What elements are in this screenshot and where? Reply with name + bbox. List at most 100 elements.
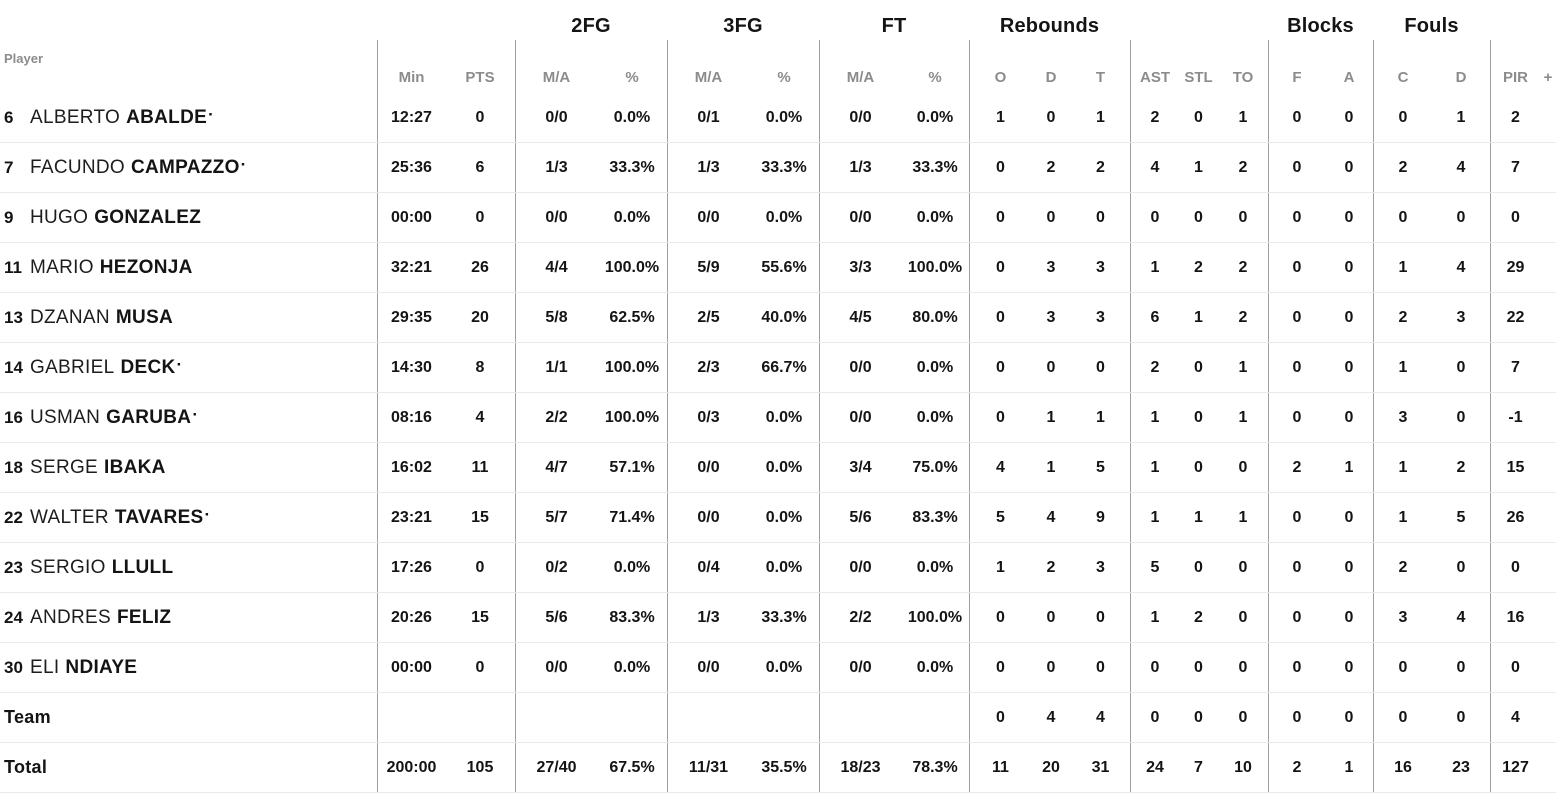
cell-ast: 6 bbox=[1130, 293, 1179, 342]
cell-foul-c: 1 bbox=[1373, 443, 1432, 492]
cell-reb-t: 3 bbox=[1096, 258, 1105, 276]
cell-3fg-ma: 0/0 bbox=[667, 193, 749, 242]
cell-3fg-pct: 35.5% bbox=[761, 758, 807, 776]
cell-ast: 4 bbox=[1130, 143, 1179, 192]
cell-reb-o: 0 bbox=[969, 593, 1031, 642]
starter-dot: · bbox=[176, 354, 183, 374]
group-header-rebounds: Rebounds bbox=[999, 15, 1100, 37]
player-cell[interactable]: 11 MARIO HEZONJA bbox=[0, 243, 377, 292]
cell-3fg-ma: 5/9 bbox=[667, 243, 749, 292]
cell-ft-ma: 0/0 bbox=[819, 393, 901, 442]
player-cell[interactable]: 6 ALBERTO ABALDE· bbox=[0, 93, 377, 142]
cell-3fg-ma: 2/5 bbox=[667, 293, 749, 342]
player-cell[interactable]: Total bbox=[0, 743, 377, 792]
cell-foul-c: 2 bbox=[1373, 543, 1432, 592]
player-cell[interactable]: 22 WALTER TAVARES· bbox=[0, 493, 377, 542]
player-cell[interactable]: 13 DZANAN MUSA bbox=[0, 293, 377, 342]
cell-blk-a: 0 bbox=[1344, 508, 1354, 526]
player-cell[interactable]: 16 USMAN GARUBA· bbox=[0, 393, 377, 442]
player-last-name: ABALDE· bbox=[126, 104, 215, 128]
cell-ft-pct: 0.0% bbox=[916, 408, 954, 426]
group-header-3fg: 3FG bbox=[723, 15, 763, 37]
player-cell[interactable]: 23 SERGIO LLULL bbox=[0, 543, 377, 592]
cell-plus-minus bbox=[1540, 143, 1556, 192]
cell-pts: 15 bbox=[471, 608, 489, 626]
cell-ft-pct: 75.0% bbox=[912, 458, 958, 476]
table-row: 14 GABRIEL DECK· 14:30 8 1/1 100.0% 2/3 … bbox=[0, 343, 1556, 393]
cell-blk-a: 1 bbox=[1344, 758, 1354, 776]
player-cell[interactable]: Team bbox=[0, 693, 377, 742]
cell-2fg-pct: 100.0% bbox=[604, 408, 660, 426]
player-cell[interactable]: 30 ELI NDIAYE bbox=[0, 643, 377, 692]
cell-blk-f: 0 bbox=[1268, 693, 1325, 742]
cell-ft-ma: 18/23 bbox=[819, 743, 901, 792]
cell-foul-d: 4 bbox=[1456, 608, 1466, 626]
cell-to: 1 bbox=[1238, 108, 1248, 126]
cell-to: 0 bbox=[1238, 558, 1248, 576]
player-cell[interactable]: 14 GABRIEL DECK· bbox=[0, 343, 377, 392]
player-cell[interactable]: 18 SERGE IBAKA bbox=[0, 443, 377, 492]
cell-ast: 0 bbox=[1130, 193, 1179, 242]
player-number: 13 bbox=[4, 307, 23, 327]
cell-3fg-pct: 0.0% bbox=[765, 658, 803, 676]
cell-to: 0 bbox=[1238, 458, 1248, 476]
cell-to: 2 bbox=[1238, 258, 1248, 276]
player-number: 9 bbox=[4, 207, 14, 227]
cell-blk-a: 0 bbox=[1344, 608, 1354, 626]
cell-to: 0 bbox=[1238, 608, 1248, 626]
table-row: 23 SERGIO LLULL 17:26 0 0/2 0.0% 0/4 0.0… bbox=[0, 543, 1556, 593]
player-number: 23 bbox=[4, 557, 23, 577]
cell-to: 1 bbox=[1238, 358, 1248, 376]
cell-blk-f: 2 bbox=[1268, 443, 1325, 492]
table-row: Team 0 4 4 0 0 0 0 0 0 0 4 bbox=[0, 693, 1556, 743]
cell-ft-ma bbox=[819, 693, 901, 742]
player-cell[interactable]: 7 FACUNDO CAMPAZZO· bbox=[0, 143, 377, 192]
player-number: 14 bbox=[4, 357, 23, 377]
cell-reb-t: 5 bbox=[1096, 458, 1105, 476]
cell-ft-pct bbox=[901, 693, 969, 742]
cell-pir: 0 bbox=[1490, 193, 1540, 242]
player-cell[interactable]: 9 HUGO GONZALEZ bbox=[0, 193, 377, 242]
cell-reb-d: 1 bbox=[1046, 408, 1056, 426]
cell-ft-ma: 0/0 bbox=[819, 643, 901, 692]
cell-reb-d: 1 bbox=[1046, 458, 1056, 476]
cell-pir: 127 bbox=[1490, 743, 1540, 792]
player-cell[interactable]: 24 ANDRES FELIZ bbox=[0, 593, 377, 642]
cell-reb-o: 0 bbox=[969, 143, 1031, 192]
player-last-name: LLULL bbox=[111, 556, 174, 578]
cell-blk-a: 0 bbox=[1344, 158, 1354, 176]
cell-pir: 22 bbox=[1490, 293, 1540, 342]
player-number: 22 bbox=[4, 507, 23, 527]
cell-ft-pct: 0.0% bbox=[916, 558, 954, 576]
cell-foul-d: 0 bbox=[1456, 408, 1466, 426]
cell-reb-o: 5 bbox=[969, 493, 1031, 542]
table-row: 7 FACUNDO CAMPAZZO· 25:36 6 1/3 33.3% 1/… bbox=[0, 143, 1556, 193]
cell-2fg-ma: 1/3 bbox=[515, 143, 597, 192]
cell-ft-pct: 0.0% bbox=[916, 108, 954, 126]
player-first-name: ELI bbox=[30, 656, 60, 678]
cell-ft-ma: 0/0 bbox=[819, 93, 901, 142]
cell-blk-f: 0 bbox=[1268, 143, 1325, 192]
player-last-name: HEZONJA bbox=[99, 256, 193, 278]
player-first-name: WALTER bbox=[30, 506, 109, 528]
cell-blk-a: 0 bbox=[1344, 408, 1354, 426]
cell-reb-t: 2 bbox=[1096, 158, 1105, 176]
table-row: 13 DZANAN MUSA 29:35 20 5/8 62.5% 2/5 40… bbox=[0, 293, 1556, 343]
cell-pir: 0 bbox=[1490, 543, 1540, 592]
cell-3fg-pct: 0.0% bbox=[765, 458, 803, 476]
cell-blk-a: 0 bbox=[1344, 308, 1354, 326]
cell-2fg-pct: 33.3% bbox=[609, 158, 655, 176]
col-header-3fg-ma: M/A bbox=[667, 40, 749, 93]
cell-reb-t: 1 bbox=[1096, 108, 1105, 126]
player-number: 24 bbox=[4, 607, 23, 627]
cell-pts: 0 bbox=[475, 558, 485, 576]
col-header-ft-ma: M/A bbox=[819, 40, 901, 93]
cell-3fg-ma: 1/3 bbox=[667, 593, 749, 642]
cell-3fg-ma: 1/3 bbox=[667, 143, 749, 192]
cell-reb-t: 4 bbox=[1096, 708, 1105, 726]
cell-blk-f: 0 bbox=[1268, 93, 1325, 142]
cell-2fg-ma: 1/1 bbox=[515, 343, 597, 392]
cell-2fg-pct: 0.0% bbox=[613, 658, 651, 676]
cell-plus-minus bbox=[1540, 543, 1556, 592]
